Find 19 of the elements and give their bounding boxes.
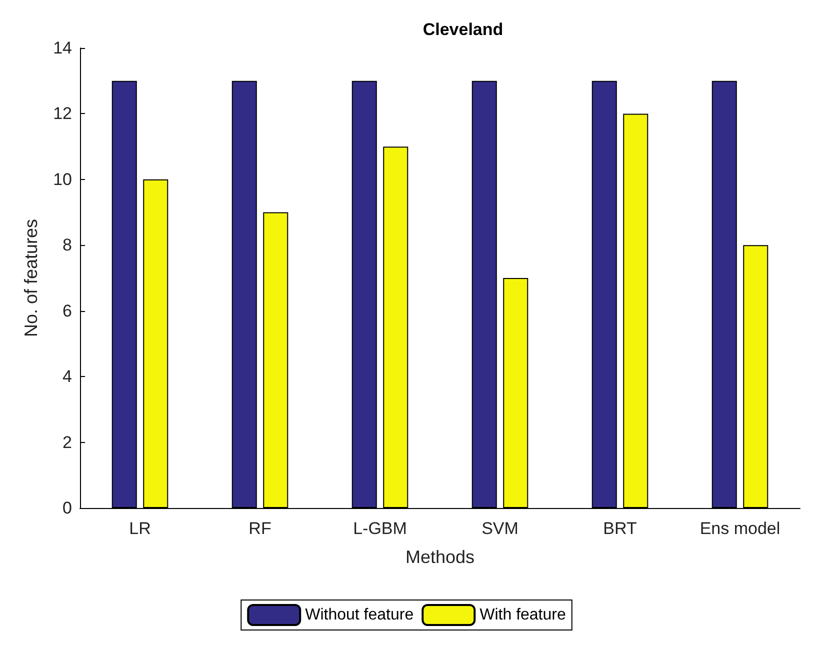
y-tick-label: 4 [62, 367, 72, 386]
x-tick-label: L-GBM [353, 519, 407, 538]
y-tick-label: 0 [62, 498, 72, 518]
y-tick-label: 14 [53, 38, 72, 58]
x-tick-label: BRT [603, 519, 637, 538]
x-tick-label: Ens model [700, 519, 780, 538]
legend-label: Without feature [305, 606, 414, 624]
y-axis-title: No. of features [21, 218, 41, 338]
y-tick-label: 12 [53, 104, 72, 124]
chart-title: Cleveland [422, 20, 504, 39]
y-tick-label: 6 [62, 301, 72, 320]
legend-label: With feature [480, 606, 566, 624]
y-tick-label: 8 [62, 236, 72, 255]
x-axis-title: Methods [405, 547, 475, 567]
y-tick-label: 2 [62, 432, 72, 452]
x-tick-label: RF [248, 519, 272, 538]
x-tick-label: SVM [482, 519, 518, 538]
x-tick-label: LR [129, 519, 151, 538]
y-tick-label: 10 [53, 170, 72, 189]
